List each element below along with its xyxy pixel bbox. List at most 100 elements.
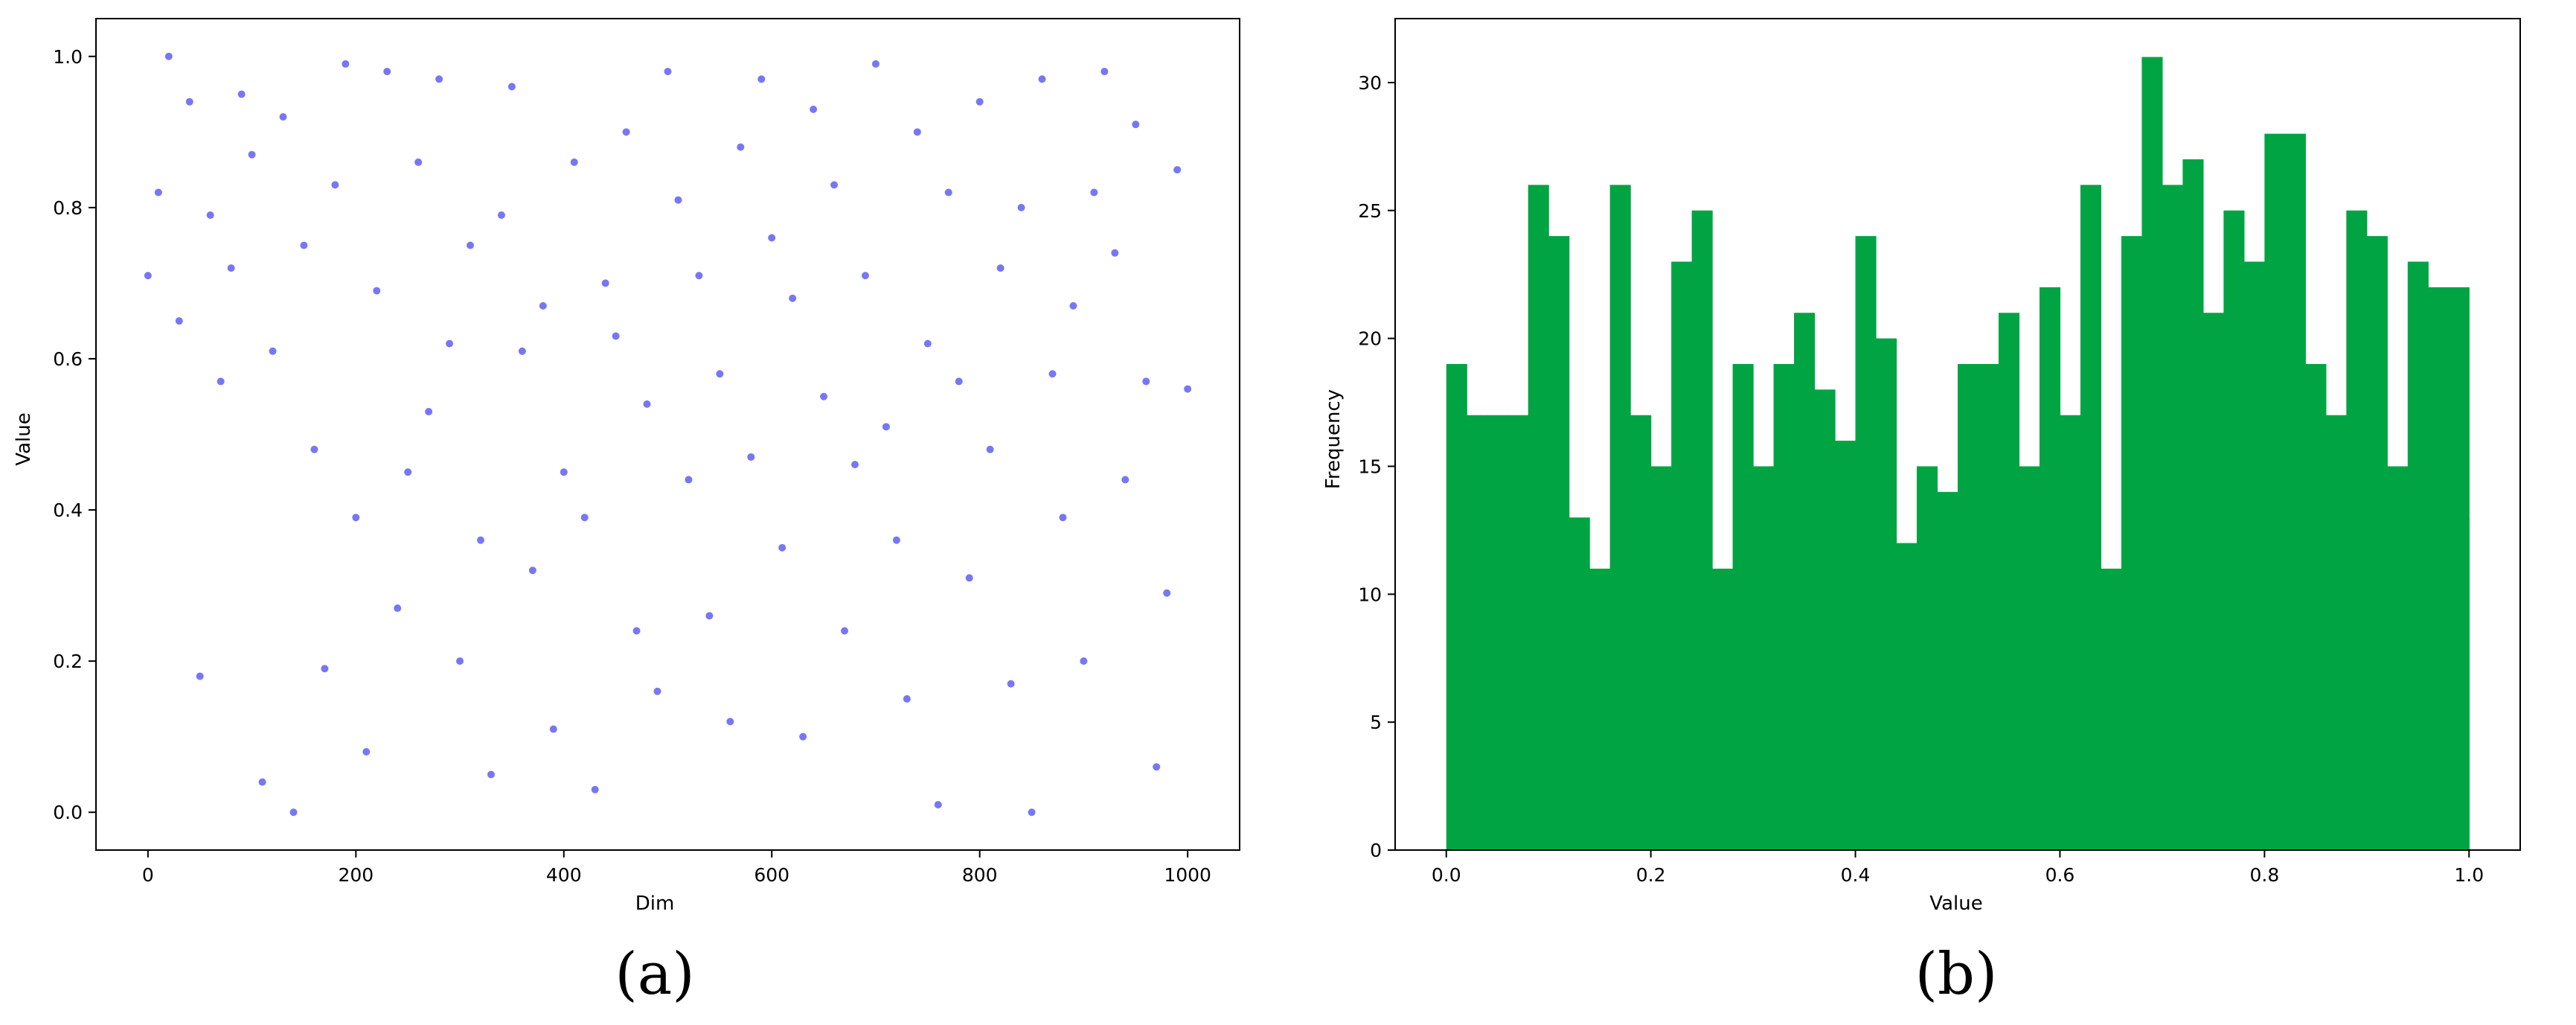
scatter-point xyxy=(237,90,246,98)
scatter-point xyxy=(737,143,745,151)
histogram-bar xyxy=(2243,261,2265,850)
scatter-point xyxy=(851,461,859,469)
scatter-point xyxy=(258,778,266,786)
histogram-bar xyxy=(1671,261,1693,850)
scatter-point xyxy=(830,181,839,189)
scatter-point xyxy=(986,445,994,453)
scatter-y-axis-label: Value xyxy=(13,412,35,465)
scatter-point xyxy=(539,301,547,310)
histogram-bar xyxy=(1937,491,1958,850)
scatter-point xyxy=(144,272,152,280)
scatter-point xyxy=(289,808,298,817)
scatter-point xyxy=(549,725,557,733)
histogram-bar xyxy=(1835,441,1856,850)
scatter-point xyxy=(175,317,183,325)
scatter-point xyxy=(528,566,536,575)
scatter-point xyxy=(352,514,360,522)
histogram-bar xyxy=(2428,287,2450,850)
scatter-point xyxy=(653,687,661,695)
histogram-y-tick-label: 25 xyxy=(1358,200,1382,222)
histogram-x-tick-label: 0.2 xyxy=(1636,864,1666,886)
scatter-point xyxy=(185,98,193,106)
scatter-point xyxy=(518,347,526,355)
scatter-point xyxy=(580,514,589,522)
scatter-point xyxy=(342,60,350,68)
histogram-bar xyxy=(1794,313,1816,850)
scatter-point xyxy=(622,128,630,136)
scatter-y-axis: 0.0 0.2 0.4 0.6 0.8 1.0 xyxy=(53,46,96,823)
scatter-point xyxy=(871,60,880,68)
scatter-point xyxy=(789,294,797,302)
histogram-y-tick-label: 5 xyxy=(1370,712,1382,733)
scatter-point xyxy=(456,657,464,665)
histogram-bar xyxy=(1958,363,1979,850)
scatter-point xyxy=(217,377,225,386)
scatter-point xyxy=(154,188,162,197)
histogram-y-tick-label: 30 xyxy=(1358,72,1382,94)
scatter-point xyxy=(1080,657,1088,665)
histogram-x-tick-label: 0.4 xyxy=(1841,864,1871,886)
histogram-bar xyxy=(2202,313,2224,850)
histogram-bar xyxy=(1814,389,1836,850)
scatter-x-tick-label: 0 xyxy=(142,864,154,886)
scatter-point xyxy=(404,468,412,476)
histogram-bar xyxy=(1712,568,1734,850)
scatter-point xyxy=(861,272,869,280)
histogram-bar xyxy=(1548,236,1570,851)
histogram-bar xyxy=(2141,57,2163,851)
histogram-bar xyxy=(2325,415,2347,850)
histogram-bar xyxy=(2121,236,2143,851)
histogram-bar xyxy=(2284,133,2306,850)
histogram-bar xyxy=(1978,363,1999,850)
histogram-bar xyxy=(1691,210,1713,850)
panel-label-b: (b) xyxy=(1915,941,1998,1008)
scatter-point xyxy=(757,75,766,83)
histogram-x-tick-label: 0.8 xyxy=(2249,864,2279,886)
scatter-point xyxy=(196,672,204,680)
scatter-point xyxy=(467,241,475,249)
histogram-bar xyxy=(1487,415,1508,850)
scatter-point xyxy=(1121,476,1130,484)
scatter-point xyxy=(1184,385,1192,393)
scatter-y-tick-label: 0.2 xyxy=(53,651,83,672)
scatter-point xyxy=(685,476,693,484)
scatter-point xyxy=(331,181,339,189)
histogram-y-axis: 0 5 10 15 20 25 30 xyxy=(1358,72,1395,861)
histogram-bar xyxy=(2305,363,2327,850)
scatter-point xyxy=(248,150,256,159)
histogram-plot-frame xyxy=(1394,18,2521,851)
scatter-point xyxy=(955,377,963,386)
scatter-point xyxy=(612,332,620,340)
scatter-point xyxy=(975,98,984,106)
scatter-point xyxy=(934,801,942,809)
scatter-point xyxy=(269,347,277,355)
histogram-bar xyxy=(1876,338,1897,851)
scatter-point xyxy=(425,408,433,416)
scatter-point xyxy=(1069,301,1077,310)
histogram-bar xyxy=(2039,287,2061,850)
scatter-y-tick-label: 0.6 xyxy=(53,348,83,370)
scatter-point xyxy=(1111,249,1119,257)
histogram-bar xyxy=(2387,466,2409,850)
histogram-bar xyxy=(2101,568,2122,850)
histogram-y-tick-label: 10 xyxy=(1358,584,1382,605)
scatter-point xyxy=(383,68,391,76)
histogram-bar xyxy=(1650,466,1672,850)
histogram-bar xyxy=(1589,568,1611,850)
scatter-point xyxy=(632,627,641,635)
histogram-x-tick-label: 0.6 xyxy=(2045,864,2075,886)
histogram-bar xyxy=(2264,133,2286,850)
histogram-bar xyxy=(2223,210,2245,850)
histogram-bar xyxy=(2448,287,2470,850)
scatter-point xyxy=(1173,166,1182,174)
histogram-bar xyxy=(1609,185,1631,850)
histogram-bar xyxy=(2080,185,2102,850)
scatter-point xyxy=(778,543,786,552)
scatter-x-tick-label: 1000 xyxy=(1164,864,1211,886)
histogram-y-axis-label: Frequency xyxy=(1322,389,1345,489)
histogram-bar xyxy=(1917,466,1938,850)
scatter-y-tick-label: 0.0 xyxy=(53,802,83,823)
scatter-point xyxy=(310,445,318,453)
scatter-point xyxy=(726,718,734,726)
histogram-bar xyxy=(1630,415,1652,850)
